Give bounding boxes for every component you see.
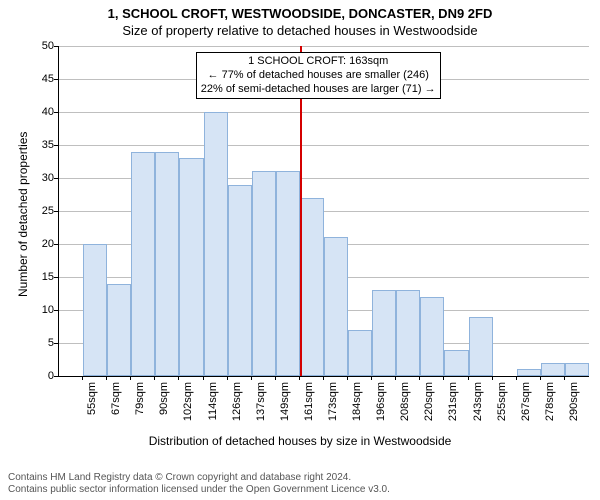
y-tick-mark <box>54 277 58 278</box>
x-tick-mark <box>419 376 420 380</box>
y-tick-label: 30 <box>28 172 54 184</box>
histogram-bar <box>541 363 565 376</box>
x-tick-mark <box>443 376 444 380</box>
x-tick-mark <box>275 376 276 380</box>
y-tick-mark <box>54 376 58 377</box>
x-tick-label: 255sqm <box>496 382 508 428</box>
y-tick-mark <box>54 145 58 146</box>
gridline <box>59 112 589 113</box>
callout-line3: 22% of semi-detached houses are larger (… <box>201 83 436 97</box>
y-tick-mark <box>54 178 58 179</box>
callout-line1: 1 SCHOOL CROFT: 163sqm <box>201 55 436 69</box>
y-tick-mark <box>54 310 58 311</box>
y-tick-label: 15 <box>28 271 54 283</box>
y-tick-label: 5 <box>28 337 54 349</box>
callout-box: 1 SCHOOL CROFT: 163sqm← 77% of detached … <box>196 52 441 99</box>
footer-attribution: Contains HM Land Registry data © Crown c… <box>8 472 390 496</box>
gridline <box>59 145 589 146</box>
y-tick-label: 35 <box>28 139 54 151</box>
x-tick-mark <box>516 376 517 380</box>
x-tick-mark <box>251 376 252 380</box>
x-tick-label: 137sqm <box>255 382 267 428</box>
x-tick-label: 114sqm <box>207 382 219 428</box>
x-tick-label: 55sqm <box>86 382 98 428</box>
y-tick-mark <box>54 211 58 212</box>
histogram-bar <box>348 330 372 376</box>
y-tick-mark <box>54 244 58 245</box>
x-tick-mark <box>106 376 107 380</box>
callout-line2: ← 77% of detached houses are smaller (24… <box>201 69 436 83</box>
x-tick-mark <box>492 376 493 380</box>
x-tick-mark <box>203 376 204 380</box>
histogram-bar <box>372 290 396 376</box>
x-tick-label: 184sqm <box>351 382 363 428</box>
x-tick-mark <box>178 376 179 380</box>
y-tick-label: 20 <box>28 238 54 250</box>
x-tick-mark <box>468 376 469 380</box>
y-tick-mark <box>54 112 58 113</box>
x-tick-label: 208sqm <box>399 382 411 428</box>
y-tick-label: 10 <box>28 304 54 316</box>
x-tick-label: 196sqm <box>375 382 387 428</box>
y-tick-label: 45 <box>28 73 54 85</box>
y-tick-label: 50 <box>28 40 54 52</box>
y-tick-mark <box>54 46 58 47</box>
histogram-bar <box>444 350 468 376</box>
footer-line2: Contains public sector information licen… <box>8 484 390 496</box>
histogram-bar <box>420 297 444 376</box>
x-tick-label: 126sqm <box>231 382 243 428</box>
histogram-bar <box>324 237 348 376</box>
histogram-bar <box>300 198 324 376</box>
chart-title-subtitle: Size of property relative to detached ho… <box>0 21 600 38</box>
histogram-bar <box>276 171 300 376</box>
histogram-bar <box>83 244 107 376</box>
x-tick-label: 243sqm <box>472 382 484 428</box>
x-tick-label: 231sqm <box>447 382 459 428</box>
x-tick-mark <box>82 376 83 380</box>
histogram-bar <box>107 284 131 376</box>
x-tick-mark <box>130 376 131 380</box>
x-tick-label: 79sqm <box>134 382 146 428</box>
x-tick-label: 102sqm <box>182 382 194 428</box>
x-tick-mark <box>323 376 324 380</box>
histogram-bar <box>179 158 203 376</box>
x-tick-mark <box>540 376 541 380</box>
x-tick-label: 149sqm <box>279 382 291 428</box>
chart-container: { "chart":{ "type":"histogram", "title_l… <box>0 0 600 500</box>
y-tick-label: 40 <box>28 106 54 118</box>
x-tick-label: 161sqm <box>303 382 315 428</box>
histogram-bar <box>469 317 493 376</box>
x-tick-mark <box>299 376 300 380</box>
x-tick-label: 290sqm <box>568 382 580 428</box>
x-tick-label: 173sqm <box>327 382 339 428</box>
footer-line1: Contains HM Land Registry data © Crown c… <box>8 472 390 484</box>
histogram-bar <box>565 363 589 376</box>
x-tick-mark <box>395 376 396 380</box>
y-tick-mark <box>54 343 58 344</box>
histogram-bar <box>252 171 276 376</box>
histogram-bar <box>131 152 155 376</box>
x-tick-label: 67sqm <box>110 382 122 428</box>
y-tick-label: 0 <box>28 370 54 382</box>
histogram-bar <box>155 152 179 376</box>
x-tick-label: 90sqm <box>158 382 170 428</box>
histogram-bar <box>228 185 252 376</box>
histogram-bar <box>204 112 228 376</box>
x-tick-mark <box>227 376 228 380</box>
x-tick-label: 267sqm <box>520 382 532 428</box>
x-axis-label: Distribution of detached houses by size … <box>0 434 600 448</box>
x-tick-mark <box>564 376 565 380</box>
chart-title-address: 1, SCHOOL CROFT, WESTWOODSIDE, DONCASTER… <box>0 0 600 21</box>
x-tick-mark <box>371 376 372 380</box>
histogram-bar <box>396 290 420 376</box>
x-tick-mark <box>154 376 155 380</box>
x-tick-mark <box>347 376 348 380</box>
y-tick-mark <box>54 79 58 80</box>
histogram-bar <box>517 369 541 376</box>
gridline <box>59 46 589 47</box>
y-tick-label: 25 <box>28 205 54 217</box>
x-tick-label: 220sqm <box>423 382 435 428</box>
x-tick-label: 278sqm <box>544 382 556 428</box>
